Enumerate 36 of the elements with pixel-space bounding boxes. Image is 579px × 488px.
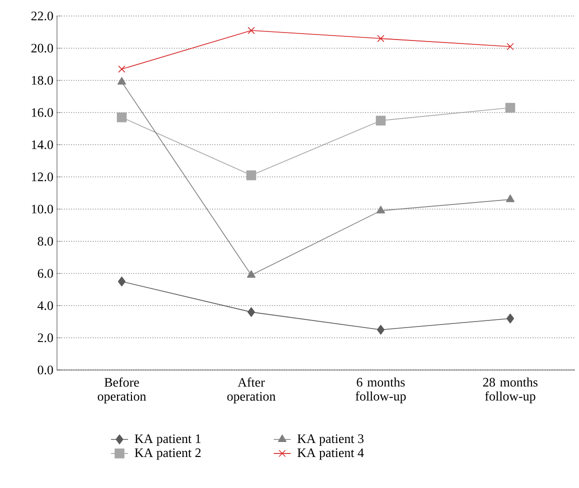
legend-label: KA patient 4 [297,448,364,460]
x-tick-label: 6 months follow-up [356,378,406,404]
point [377,34,384,42]
legend-label: KA patient 3 [297,434,364,446]
point [376,116,386,126]
y-tick-label: 16.0 [32,108,53,117]
y-tick-label: 22.0 [31,12,53,20]
y-tick-label: 0.0 [38,366,53,374]
point [246,270,256,278]
point [505,102,516,113]
y-tick-label: 6.0 [38,269,53,278]
y-tick-label: 4.0 [38,301,53,310]
point [506,314,514,324]
x-tick-label: Before operation [98,378,146,404]
y-tick-label: 20.0 [31,44,53,53]
point [376,206,386,214]
point [506,42,514,50]
y-tick-label: 12.0 [32,172,53,182]
point [117,77,126,85]
point [246,170,256,180]
y-tick-label: 2.0 [38,333,53,342]
point [116,112,127,122]
y-tick-label: 10.0 [32,204,53,214]
point [376,324,385,335]
point [118,276,126,286]
point [247,307,256,317]
y-tick-label: 14.0 [32,140,53,150]
legend-label: KA patient 1 [134,434,201,446]
legend-label: KA patient 2 [134,448,201,460]
y-tick-label: 8.0 [38,236,53,246]
point [118,66,126,73]
x-tick-label: 28 months follow-up [483,378,538,404]
y-tick-label: 18.0 [32,76,53,85]
point [248,26,255,34]
point [506,194,515,202]
x-tick-label: After operation [227,378,276,404]
